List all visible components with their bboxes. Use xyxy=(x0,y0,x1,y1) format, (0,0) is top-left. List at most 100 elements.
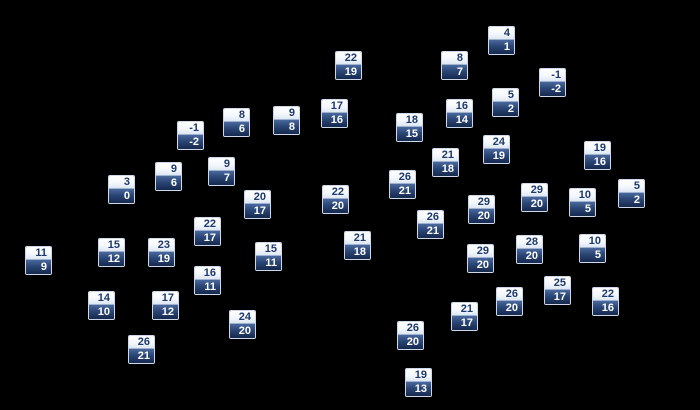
temp-marker[interactable]: 26 21 xyxy=(417,210,444,239)
high-temp-value: 14 xyxy=(89,292,114,305)
low-temp-value: 20 xyxy=(230,323,255,338)
high-temp-value: 11 xyxy=(26,247,51,260)
low-temp-value: 9 xyxy=(26,259,51,274)
temp-marker[interactable]: -1 -2 xyxy=(539,68,566,97)
temp-marker[interactable]: 26 20 xyxy=(397,321,424,350)
high-temp-value: 22 xyxy=(593,288,618,301)
temp-marker[interactable]: 26 21 xyxy=(128,335,155,364)
low-temp-value: 5 xyxy=(580,247,605,262)
high-temp-value: 29 xyxy=(468,245,493,258)
low-temp-value: -2 xyxy=(540,81,565,96)
high-temp-value: 22 xyxy=(323,186,348,199)
temp-marker[interactable]: 9 7 xyxy=(208,157,235,186)
temp-marker[interactable]: 22 17 xyxy=(194,217,221,246)
low-temp-value: 5 xyxy=(570,201,595,216)
temp-marker[interactable]: 10 5 xyxy=(569,188,596,217)
high-temp-value: 23 xyxy=(149,239,174,252)
high-temp-value: 20 xyxy=(245,191,270,204)
low-temp-value: 11 xyxy=(195,279,220,294)
temp-marker[interactable]: 22 19 xyxy=(335,51,362,80)
temp-marker[interactable]: 29 20 xyxy=(467,244,494,273)
temp-marker[interactable]: 25 17 xyxy=(544,276,571,305)
temp-marker[interactable]: 15 11 xyxy=(255,242,282,271)
low-temp-value: 21 xyxy=(390,183,415,198)
temp-marker[interactable]: 26 20 xyxy=(496,287,523,316)
temp-marker[interactable]: 24 20 xyxy=(229,310,256,339)
high-temp-value: 4 xyxy=(489,27,514,40)
low-temp-value: 6 xyxy=(156,175,181,190)
temp-marker[interactable]: 5 2 xyxy=(492,88,519,117)
temp-marker[interactable]: 5 2 xyxy=(618,179,645,208)
temp-marker[interactable]: 16 11 xyxy=(194,266,221,295)
temp-marker[interactable]: 22 20 xyxy=(322,185,349,214)
high-temp-value: 26 xyxy=(418,211,443,224)
high-temp-value: 17 xyxy=(153,292,178,305)
low-temp-value: 12 xyxy=(153,304,178,319)
temp-marker[interactable]: 18 15 xyxy=(396,113,423,142)
high-temp-value: 29 xyxy=(522,184,547,197)
temp-marker[interactable]: 3 0 xyxy=(108,175,135,204)
high-temp-value: 28 xyxy=(517,236,542,249)
low-temp-value: 0 xyxy=(109,188,134,203)
low-temp-value: 16 xyxy=(585,154,610,169)
temp-marker[interactable]: 20 17 xyxy=(244,190,271,219)
temp-marker[interactable]: 8 6 xyxy=(223,108,250,137)
low-temp-value: 17 xyxy=(452,315,477,330)
high-temp-value: 21 xyxy=(433,149,458,162)
temp-marker[interactable]: 19 13 xyxy=(405,368,432,397)
temp-marker[interactable]: 19 16 xyxy=(584,141,611,170)
temp-marker[interactable]: 16 14 xyxy=(446,99,473,128)
temp-marker[interactable]: 15 12 xyxy=(98,238,125,267)
high-temp-value: 5 xyxy=(493,89,518,102)
temp-marker[interactable]: 11 9 xyxy=(25,246,52,275)
low-temp-value: 20 xyxy=(468,257,493,272)
low-temp-value: 18 xyxy=(433,161,458,176)
temp-marker[interactable]: 8 7 xyxy=(441,51,468,80)
temp-marker[interactable]: 4 1 xyxy=(488,26,515,55)
low-temp-value: 20 xyxy=(517,248,542,263)
high-temp-value: 8 xyxy=(224,109,249,122)
low-temp-value: 7 xyxy=(442,64,467,79)
temp-marker[interactable]: 9 6 xyxy=(155,162,182,191)
temp-marker[interactable]: 24 19 xyxy=(483,135,510,164)
high-temp-value: 24 xyxy=(484,136,509,149)
high-temp-value: 9 xyxy=(274,107,299,120)
high-temp-value: 16 xyxy=(447,100,472,113)
low-temp-value: 18 xyxy=(345,244,370,259)
high-temp-value: 21 xyxy=(345,232,370,245)
temp-marker[interactable]: 22 16 xyxy=(592,287,619,316)
low-temp-value: 17 xyxy=(195,230,220,245)
high-temp-value: 26 xyxy=(398,322,423,335)
high-temp-value: 10 xyxy=(580,235,605,248)
low-temp-value: 8 xyxy=(274,119,299,134)
temp-marker[interactable]: 26 21 xyxy=(389,170,416,199)
temp-marker[interactable]: 21 18 xyxy=(344,231,371,260)
low-temp-value: 1 xyxy=(489,39,514,54)
high-temp-value: 15 xyxy=(99,239,124,252)
temp-marker[interactable]: 21 17 xyxy=(451,302,478,331)
temp-marker[interactable]: 17 16 xyxy=(321,99,348,128)
high-temp-value: -1 xyxy=(178,122,203,135)
high-temp-value: 9 xyxy=(209,158,234,171)
temp-marker[interactable]: 23 19 xyxy=(148,238,175,267)
temp-marker[interactable]: 28 20 xyxy=(516,235,543,264)
temp-marker[interactable]: -1 -2 xyxy=(177,121,204,150)
high-temp-value: 19 xyxy=(585,142,610,155)
temp-marker[interactable]: 10 5 xyxy=(579,234,606,263)
temp-marker[interactable]: 29 20 xyxy=(468,195,495,224)
temp-marker[interactable]: 21 18 xyxy=(432,148,459,177)
temp-marker[interactable]: 17 12 xyxy=(152,291,179,320)
temp-marker[interactable]: 9 8 xyxy=(273,106,300,135)
high-temp-value: 25 xyxy=(545,277,570,290)
low-temp-value: 2 xyxy=(619,192,644,207)
low-temp-value: 15 xyxy=(397,126,422,141)
temp-marker[interactable]: 29 20 xyxy=(521,183,548,212)
low-temp-value: 21 xyxy=(418,223,443,238)
high-temp-value: 3 xyxy=(109,176,134,189)
low-temp-value: 6 xyxy=(224,121,249,136)
high-temp-value: 9 xyxy=(156,163,181,176)
temp-marker[interactable]: 14 10 xyxy=(88,291,115,320)
low-temp-value: 20 xyxy=(323,198,348,213)
low-temp-value: 11 xyxy=(256,255,281,270)
